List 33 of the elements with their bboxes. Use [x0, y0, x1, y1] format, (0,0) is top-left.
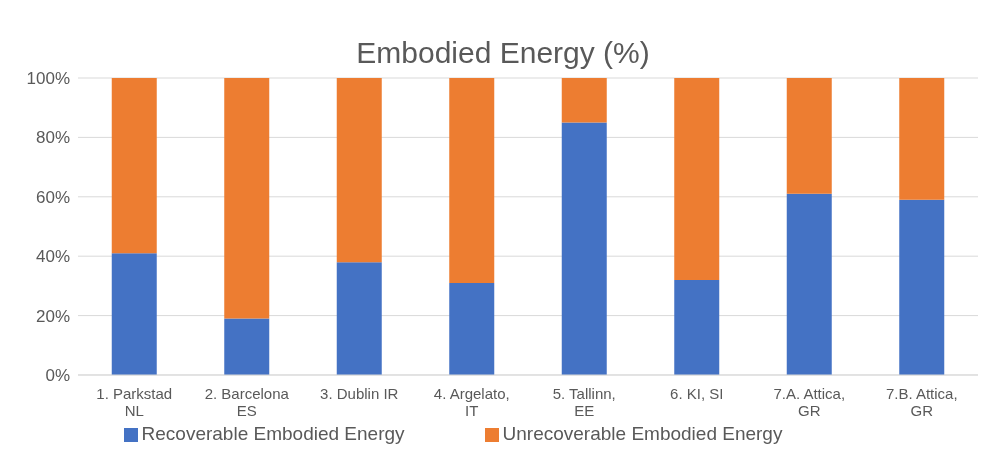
x-tick-label: 3. Dublin IR [320, 385, 399, 402]
x-tick-label: 6. KI, SI [670, 385, 724, 402]
bar [449, 78, 495, 283]
x-tick-label: 2. Barcelona ES [204, 385, 290, 419]
bar [899, 78, 945, 200]
y-tick-label: 60% [35, 187, 70, 207]
y-tick-label: 20% [35, 306, 70, 326]
y-tick-label: 100% [26, 69, 70, 89]
bar [224, 78, 270, 319]
bar [786, 78, 832, 194]
bar [674, 279, 720, 375]
legend-label: Recoverable Embodied Energy [141, 423, 405, 444]
chart-title: Embodied Energy (%) [355, 35, 651, 70]
x-tick-label: 1. Parkstad NL [96, 385, 173, 419]
bar [336, 78, 382, 263]
bar [674, 78, 720, 280]
bar [224, 318, 270, 375]
bar [336, 262, 382, 375]
bar [449, 282, 495, 375]
bar [561, 78, 607, 123]
bar [111, 78, 157, 254]
legend-label: Unrecoverable Embodied Energy [502, 423, 783, 444]
x-tick-label: 7.B. Attica, GR [885, 385, 958, 419]
y-tick-label: 80% [35, 128, 70, 148]
y-tick-label: 40% [35, 247, 70, 267]
y-tick-label: 0% [45, 366, 70, 386]
bar [561, 122, 607, 375]
x-tick-label: 5. Tallinn, EE [552, 385, 616, 419]
bar [111, 253, 157, 375]
x-tick-label: 7.A. Attica, GR [773, 385, 846, 419]
bar [786, 193, 832, 375]
bar [899, 199, 945, 375]
x-tick-label: 4. Argelato, IT [433, 385, 510, 419]
